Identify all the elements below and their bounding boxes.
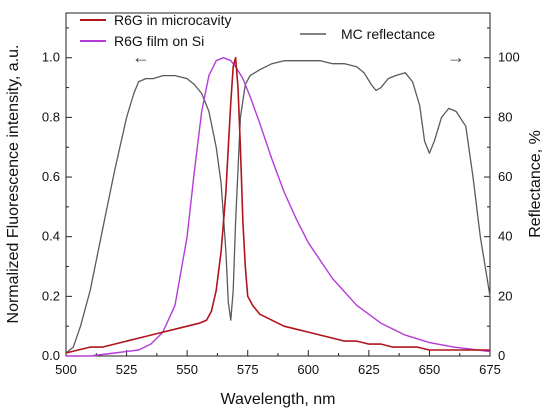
x-axis-label: Wavelength, nm	[220, 391, 335, 408]
y-left-axis-ticks: 0.0 0.2 0.4 0.6 0.8 1.0	[42, 27, 72, 363]
y-left-axis-label: Normalized Fluorescence intensity, a.u.	[5, 45, 22, 324]
y-left-tick-label: 0.0	[42, 348, 60, 363]
legend-label-r6g-film: R6G film on Si	[114, 33, 204, 49]
series-line-mc-reflectance	[65, 60, 491, 354]
y-right-tick-label: 60	[498, 169, 512, 184]
legend: R6G in microcavity R6G film on Si MC ref…	[80, 12, 435, 49]
x-tick-label: 550	[176, 362, 198, 377]
x-tick-label: 675	[479, 362, 501, 377]
series-line-r6g-film	[66, 57, 491, 357]
x-tick-label: 500	[55, 362, 77, 377]
series-layer	[65, 56, 491, 357]
legend-label-mc-reflectance: MC reflectance	[341, 26, 435, 42]
series-line-r6g-microcavity	[65, 56, 490, 354]
right-axis-arrow-icon: →	[447, 47, 465, 67]
y-left-tick-label: 0.2	[42, 288, 60, 303]
y-right-tick-label: 100	[498, 50, 520, 65]
x-tick-label: 625	[358, 362, 380, 377]
y-right-axis-label: Reflectance, %	[527, 130, 544, 238]
x-tick-label: 650	[419, 362, 441, 377]
plot-area	[65, 12, 491, 357]
y-left-tick-label: 0.6	[42, 169, 60, 184]
y-left-tick-label: 0.8	[42, 109, 60, 124]
y-right-axis-ticks: 0 20 40 60 80 100	[484, 27, 520, 363]
x-tick-label: 525	[116, 362, 138, 377]
y-right-tick-label: 0	[498, 348, 505, 363]
x-tick-label: 600	[297, 362, 319, 377]
legend-label-r6g-microcavity: R6G in microcavity	[114, 12, 231, 28]
y-right-tick-label: 80	[498, 109, 512, 124]
y-left-tick-label: 0.4	[42, 229, 60, 244]
x-tick-label: 575	[237, 362, 259, 377]
y-right-tick-label: 40	[498, 229, 512, 244]
x-axis-ticks: 500 525 550 575 600 625 650 675	[55, 350, 501, 377]
plot-frame	[65, 12, 491, 357]
y-right-tick-label: 20	[498, 288, 512, 303]
left-axis-arrow-icon: ←	[132, 47, 150, 67]
y-left-tick-label: 1.0	[42, 50, 60, 65]
